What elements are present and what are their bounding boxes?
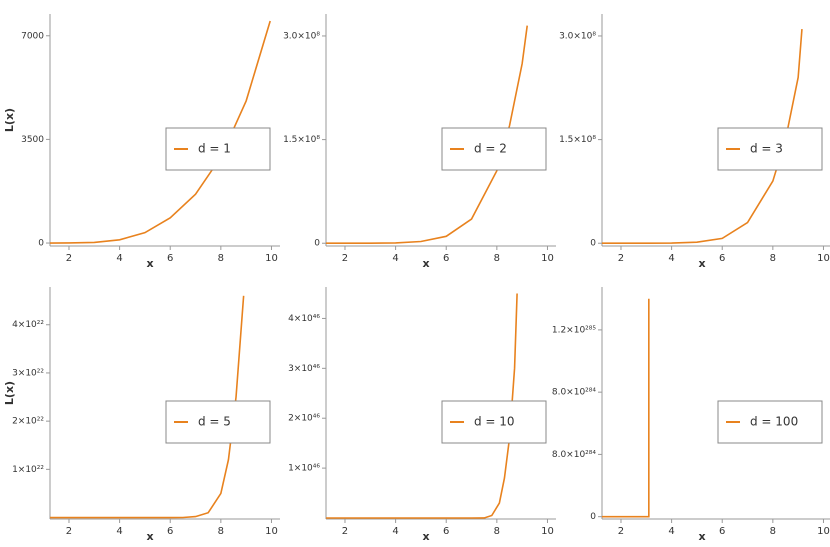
x-tick-label: 2 (66, 526, 72, 537)
line (326, 293, 518, 519)
x-tick-label: 6 (719, 526, 725, 537)
y-tick-label: 2×10²² (12, 417, 44, 427)
legend-label: d = 1 (198, 142, 231, 156)
x-axis-label: x (146, 257, 153, 270)
x-tick-label: 10 (817, 526, 830, 537)
y-tick-label: 2×10⁴⁶ (288, 414, 320, 424)
x-tick-label: 8 (494, 253, 500, 264)
x-tick-label: 8 (494, 526, 500, 537)
x-tick-label: 6 (167, 253, 173, 264)
legend-label: d = 3 (750, 142, 783, 156)
x-axis-label: x (146, 530, 153, 543)
x-tick-label: 2 (342, 253, 348, 264)
y-axis-label: L(x) (3, 108, 16, 132)
x-tick-label: 2 (618, 526, 624, 537)
x-axis-label: x (698, 257, 705, 270)
x-tick-label: 6 (719, 253, 725, 264)
x-tick-label: 4 (668, 526, 674, 537)
x-tick-label: 10 (541, 253, 554, 264)
y-tick-label: 8.0×10²⁸⁴ (552, 450, 597, 460)
legend-label: d = 5 (198, 415, 231, 429)
x-tick-label: 4 (392, 526, 398, 537)
x-tick-label: 4 (116, 253, 122, 264)
y-tick-label: 3500 (21, 135, 44, 145)
y-tick-label: 3×10²² (12, 368, 44, 378)
legend-label: d = 10 (474, 415, 515, 429)
x-tick-label: 10 (817, 253, 830, 264)
x-tick-label: 2 (618, 253, 624, 264)
line (602, 298, 650, 518)
y-tick-label: 1×10²² (12, 465, 44, 475)
x-tick-label: 8 (770, 526, 776, 537)
x-tick-label: 8 (770, 253, 776, 264)
y-tick-label: 8.0×10²⁸⁴ (552, 388, 597, 398)
x-axis-label: x (422, 257, 429, 270)
y-axis-label: L(x) (3, 381, 16, 405)
y-tick-label: 3.0×10⁸ (283, 31, 320, 41)
y-tick-label: 4×10⁴⁶ (288, 314, 320, 324)
x-tick-label: 4 (392, 253, 398, 264)
x-tick-label: 6 (443, 526, 449, 537)
y-tick-label: 0 (38, 239, 44, 249)
y-tick-label: 1.5×10⁸ (559, 135, 596, 145)
x-tick-label: 4 (116, 526, 122, 537)
line (326, 25, 529, 245)
x-tick-label: 10 (265, 526, 278, 537)
x-tick-label: 4 (668, 253, 674, 264)
x-tick-label: 2 (342, 526, 348, 537)
y-tick-label: 0 (314, 239, 320, 249)
y-tick-label: 1.2×10²⁸⁵ (552, 325, 597, 335)
y-tick-label: 3.0×10⁸ (559, 31, 596, 41)
x-tick-label: 6 (167, 526, 173, 537)
y-tick-label: 1.5×10⁸ (283, 135, 320, 145)
x-tick-label: 2 (66, 253, 72, 264)
legend-box (441, 127, 547, 171)
legend-label: d = 2 (474, 142, 507, 156)
y-tick-label: 1×10⁴⁶ (288, 464, 320, 474)
y-tick-label: 0 (590, 239, 596, 249)
x-axis-label: x (698, 530, 705, 543)
x-tick-label: 8 (218, 526, 224, 537)
x-tick-label: 8 (218, 253, 224, 264)
legend-box (717, 127, 823, 171)
legend-label: d = 100 (750, 415, 798, 429)
x-axis-label: x (422, 530, 429, 543)
y-tick-label: 7000 (21, 31, 44, 41)
y-tick-label: 0 (590, 512, 596, 522)
x-tick-label: 10 (265, 253, 278, 264)
line (602, 28, 803, 245)
y-tick-label: 4×10²² (12, 320, 44, 330)
x-tick-label: 10 (541, 526, 554, 537)
y-tick-label: 3×10⁴⁶ (288, 364, 320, 374)
x-tick-label: 6 (443, 253, 449, 264)
